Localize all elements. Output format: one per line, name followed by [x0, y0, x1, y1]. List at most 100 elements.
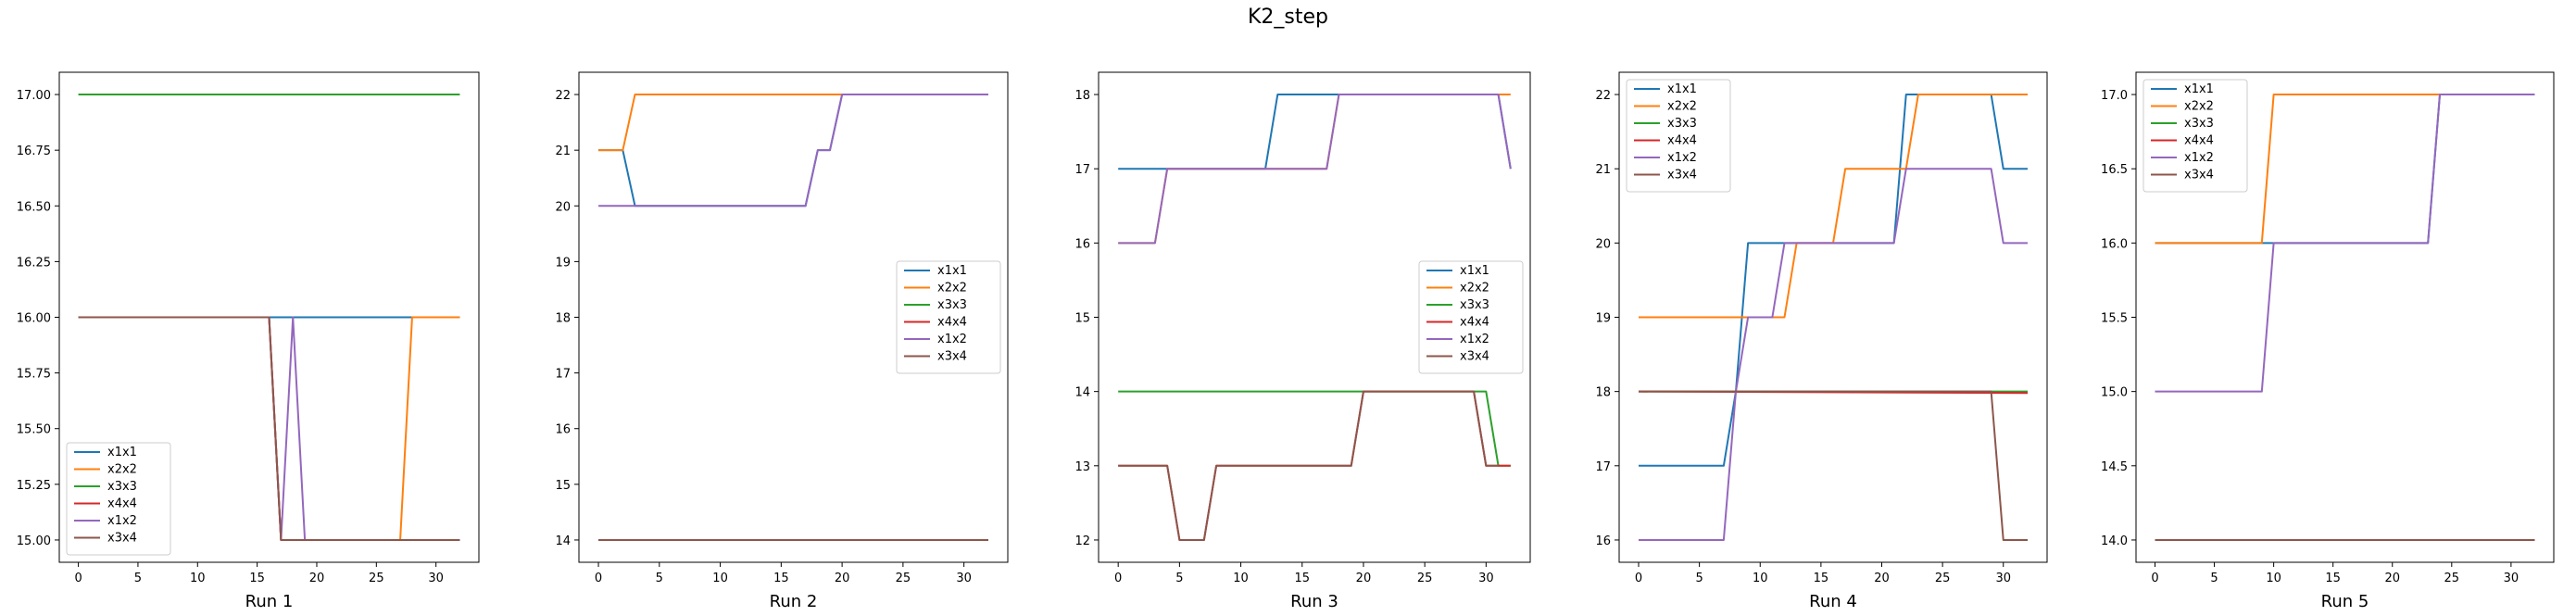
- x-tick-label: 25: [896, 572, 911, 585]
- x-tick-label: 0: [1635, 572, 1642, 585]
- x-tick-label: 30: [1995, 572, 2011, 585]
- x-tick-label: 5: [2210, 572, 2218, 585]
- legend: x1x1 x2x2 x3x3 x4x4 x1x2 x3x4: [66, 442, 171, 556]
- legend-label-x3x4: x3x4: [2184, 169, 2214, 182]
- y-tick-label: 22: [555, 89, 571, 103]
- legend-box: [896, 260, 1001, 374]
- series-line-x3x4: [1118, 390, 1499, 541]
- legend-label-x1x1: x1x1: [1667, 82, 1697, 96]
- x-tick-label: 5: [1695, 572, 1703, 585]
- y-tick-label: 15: [1074, 312, 1090, 326]
- series-line-x3x3: [1118, 390, 1511, 467]
- legend-box: [66, 442, 171, 556]
- chart-panel-1: 0 5 10 15 20 25 30 15.00 15.25 15.50 15.75 16.00 16.…: [17, 71, 480, 611]
- x-tick-label: 25: [2444, 572, 2460, 585]
- legend-label-x3x4: x3x4: [937, 350, 967, 364]
- y-tick-label: 20: [1595, 237, 1611, 251]
- legend-label-x4x4: x4x4: [1460, 316, 1489, 330]
- legend: x1x1 x2x2 x3x3 x4x4 x1x2 x3x4: [896, 260, 1001, 374]
- x-tick-label: 15: [773, 572, 789, 585]
- x-axis-label: Run 3: [1290, 592, 1338, 611]
- legend-label-x3x4: x3x4: [107, 532, 137, 546]
- y-tick-label: 14: [1074, 386, 1090, 400]
- legend-label-x3x4: x3x4: [1667, 169, 1697, 182]
- x-tick-label: 30: [956, 572, 972, 585]
- legend: x1x1 x2x2 x3x3 x4x4 x1x2 x3x4: [1626, 79, 1731, 193]
- series-line-x1x2: [1639, 168, 2028, 541]
- y-tick-label: 21: [555, 145, 571, 158]
- y-tick-label: 21: [1595, 163, 1611, 177]
- y-tick-label: 18: [1074, 89, 1090, 103]
- legend-label-x4x4: x4x4: [107, 497, 137, 511]
- series-line-x3x4: [1639, 390, 2028, 541]
- legend-label-x1x1: x1x1: [2184, 82, 2214, 96]
- legend: x1x1 x2x2 x3x3 x4x4 x1x2 x3x4: [1418, 260, 1524, 374]
- y-tick-label: 14.5: [2101, 460, 2128, 474]
- y-tick-label: 18: [1595, 386, 1611, 400]
- series-line-x1x1: [1118, 94, 1512, 170]
- legend-label-x2x2: x2x2: [2184, 100, 2214, 114]
- figure-title: K2_step: [1247, 6, 1328, 29]
- legend-label-x4x4: x4x4: [937, 316, 967, 330]
- x-tick-label: 20: [835, 572, 850, 585]
- legend-label-x1x2: x1x2: [107, 514, 137, 528]
- x-tick-label: 20: [1356, 572, 1372, 585]
- legend-label-x3x3: x3x3: [107, 480, 137, 494]
- x-tick-label: 15: [1294, 572, 1310, 585]
- x-tick-label: 25: [1935, 572, 1951, 585]
- legend-label-x1x2: x1x2: [2184, 151, 2214, 165]
- y-tick-label: 17.0: [2101, 89, 2128, 103]
- series-line-x1x2: [598, 94, 988, 207]
- legend-label-x3x4: x3x4: [1460, 350, 1489, 364]
- legend: x1x1 x2x2 x3x3 x4x4 x1x2 x3x4: [2142, 79, 2248, 193]
- legend-label-x3x3: x3x3: [2184, 117, 2214, 131]
- x-tick-label: 10: [2266, 572, 2281, 585]
- y-tick-label: 14.0: [2101, 534, 2128, 548]
- legend-label-x2x2: x2x2: [1667, 100, 1697, 114]
- y-tick-label: 22: [1595, 89, 1611, 103]
- series-line-x2x2: [598, 94, 988, 152]
- x-tick-label: 0: [2151, 572, 2158, 585]
- x-tick-label: 30: [428, 572, 444, 585]
- x-axis-label: Run 4: [1809, 592, 1857, 611]
- y-tick-label: 17: [1595, 460, 1611, 474]
- y-tick-label: 18: [555, 312, 571, 326]
- legend-label-x1x1: x1x1: [937, 264, 967, 278]
- y-tick-label: 15.25: [17, 479, 51, 493]
- x-tick-label: 15: [1814, 572, 1829, 585]
- x-tick-label: 15: [249, 572, 265, 585]
- legend-box: [2142, 79, 2248, 193]
- y-tick-label: 12: [1074, 534, 1090, 548]
- legend-label-x1x2: x1x2: [1667, 151, 1697, 165]
- y-tick-label: 16: [555, 423, 571, 437]
- x-tick-label: 5: [134, 572, 142, 585]
- legend-label-x1x1: x1x1: [1460, 264, 1489, 278]
- x-tick-label: 30: [2504, 572, 2519, 585]
- legend-label-x2x2: x2x2: [107, 463, 137, 477]
- series-line-x1x2: [2155, 94, 2535, 393]
- x-tick-label: 10: [712, 572, 728, 585]
- legend-box: [1418, 260, 1524, 374]
- y-tick-label: 15.5: [2101, 312, 2128, 326]
- chart-panel-5: 0 5 10 15 20 25 30 14.0 14.5 15.0 15.5 16.0 16.5 17.0…: [2101, 71, 2555, 611]
- x-tick-label: 25: [369, 572, 384, 585]
- y-tick-label: 16.25: [17, 256, 51, 270]
- y-tick-label: 16: [1595, 534, 1611, 548]
- x-tick-label: 25: [1417, 572, 1433, 585]
- y-tick-label: 16.00: [17, 312, 51, 326]
- x-tick-label: 0: [595, 572, 602, 585]
- y-tick-label: 14: [555, 534, 571, 548]
- legend-label-x2x2: x2x2: [937, 282, 967, 295]
- y-tick-label: 15: [555, 479, 571, 493]
- y-tick-label: 17: [1074, 163, 1090, 177]
- y-tick-label: 16: [1074, 237, 1090, 251]
- series-line-x1x1: [598, 94, 988, 207]
- x-tick-label: 0: [1114, 572, 1122, 585]
- y-tick-label: 16.75: [17, 145, 51, 158]
- legend-label-x4x4: x4x4: [2184, 134, 2214, 148]
- x-axis-label: Run 2: [770, 592, 818, 611]
